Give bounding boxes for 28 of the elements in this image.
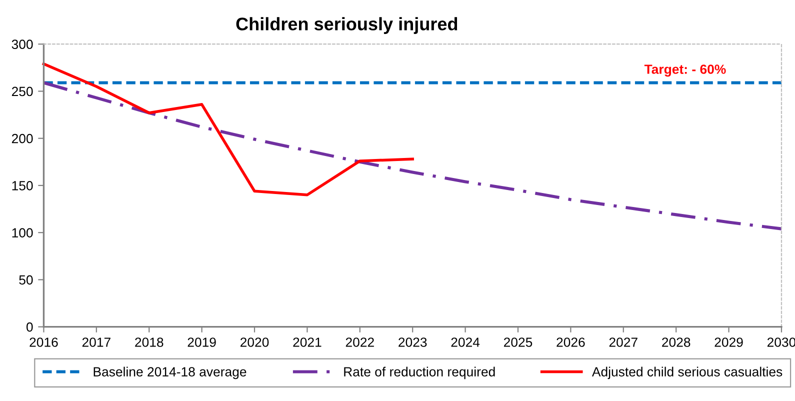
- y-tick-label: 200: [12, 134, 33, 144]
- x-tick-label: 2017: [82, 338, 110, 347]
- x-tick-label: 2029: [714, 338, 743, 347]
- chart-title: Children seriously injured: [236, 17, 458, 34]
- x-tick-label: 2016: [30, 338, 58, 347]
- x-tick-label: 2026: [556, 338, 585, 347]
- x-tick-label: 2021: [293, 338, 322, 347]
- x-tick-label: 2020: [240, 338, 269, 347]
- legend-label: Baseline 2014-18 average: [94, 366, 246, 380]
- y-tick-label: 0: [26, 322, 33, 332]
- y-tick-label: 250: [12, 86, 33, 96]
- y-tick-label: 100: [12, 228, 33, 238]
- annotation: Target: - 60%: [644, 64, 726, 77]
- y-tick-label: 150: [12, 181, 33, 190]
- x-tick-label: 2019: [188, 338, 216, 347]
- x-tick-label: 2024: [451, 338, 480, 347]
- x-tick-label: 2018: [135, 338, 164, 347]
- x-tick-label: 2025: [504, 338, 532, 347]
- x-tick-label: 2027: [609, 338, 638, 347]
- x-tick-label: 2028: [662, 338, 690, 347]
- line-series: [42, 81, 784, 230]
- y-tick-label: 50: [19, 275, 33, 285]
- legend-label: Rate of reduction required: [344, 366, 495, 380]
- line-series: [42, 62, 414, 196]
- x-tick-label: 2022: [346, 338, 374, 347]
- legend-label: Adjusted child serious casualties: [592, 366, 782, 380]
- x-tick-label: 2023: [398, 338, 427, 347]
- y-tick-label: 300: [12, 40, 33, 50]
